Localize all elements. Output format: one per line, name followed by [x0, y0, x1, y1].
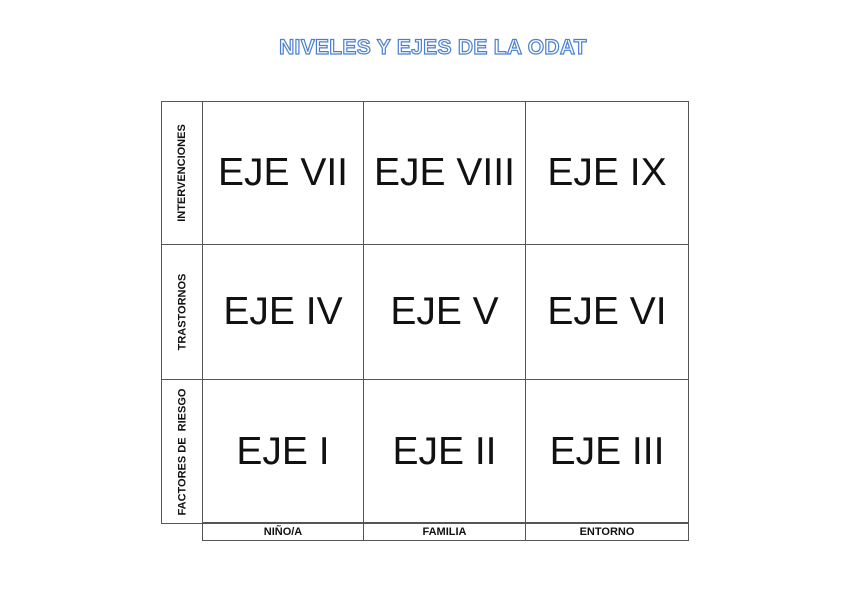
title: NIVELES Y EJES DE LA ODAT	[279, 36, 587, 59]
column-label-text: ENTORNO	[579, 525, 635, 538]
row-label: TRASTORNOS	[161, 244, 203, 380]
row-label-text: INTERVENCIONES	[176, 124, 188, 222]
row-label: INTERVENCIONES	[161, 101, 203, 245]
column-label: ENTORNO	[525, 522, 689, 541]
column-label: FAMILIA	[363, 522, 526, 541]
axis-cell: EJE V	[363, 244, 526, 380]
axis-cell: EJE VIII	[363, 101, 526, 245]
axis-cell: EJE VI	[525, 244, 689, 380]
axis-cell-text: EJE VII	[217, 151, 349, 194]
row-label: FACTORES DE RIESGO	[161, 379, 203, 524]
axis-cell-text: EJE III	[549, 429, 665, 473]
axis-cell: EJE IX	[525, 101, 689, 245]
column-label-text: NIÑO/A	[263, 525, 303, 538]
column-label-text: FAMILIA	[422, 525, 467, 538]
row-label-text: FACTORES DE RIESGO	[176, 388, 188, 515]
axis-cell-text: EJE II	[392, 429, 497, 473]
axis-cell: EJE III	[525, 379, 689, 524]
title-area: NIVELES Y EJES DE LA ODAT	[279, 35, 588, 59]
axis-cell-text: EJE IV	[223, 290, 343, 333]
axis-cell-text: EJE V	[390, 290, 499, 333]
axis-cell: EJE II	[363, 379, 526, 524]
axis-cell-text: EJE I	[236, 429, 330, 473]
axis-cell: EJE IV	[202, 244, 364, 380]
axis-cell: EJE I	[202, 379, 364, 524]
axis-cell-text: EJE IX	[547, 151, 667, 194]
axis-cell-text: EJE VI	[547, 290, 667, 333]
column-label: NIÑO/A	[202, 522, 364, 541]
axis-cell: EJE VII	[202, 101, 364, 245]
row-label-text: TRASTORNOS	[176, 273, 188, 351]
axis-cell-text: EJE VIII	[374, 151, 515, 194]
